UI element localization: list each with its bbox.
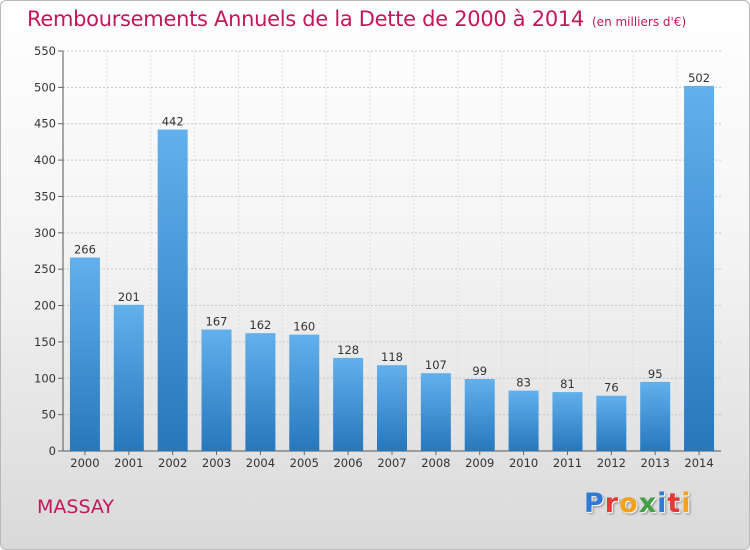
x-tick-label: 2006 (333, 456, 362, 470)
bar (377, 365, 407, 451)
bar (69, 257, 100, 451)
y-tick-label: 400 (34, 153, 56, 167)
y-tick-label: 250 (34, 262, 56, 276)
bar (684, 85, 715, 451)
logo-letter: P (584, 488, 605, 519)
bar (245, 333, 276, 451)
bar (508, 390, 539, 451)
bar (464, 379, 495, 451)
bar-value-label: 442 (162, 115, 184, 129)
logo-letter: i (681, 488, 692, 519)
bar-value-label: 167 (206, 315, 228, 329)
bar-value-label: 118 (381, 350, 403, 364)
y-tick-label: 500 (34, 80, 56, 94)
x-tick-label: 2013 (641, 456, 670, 470)
x-tick-label: 2007 (377, 456, 406, 470)
y-tick-labels: 0 50 100 150 200 250 300 350 400 450 500 550 (34, 44, 56, 458)
bar-value-label: 95 (648, 367, 663, 381)
bar-value-label: 81 (560, 377, 575, 391)
logo-letter: r (604, 488, 620, 519)
logo-letter: t (667, 488, 682, 519)
bar-value-label: 502 (688, 71, 710, 85)
x-tick-label: 2005 (290, 456, 319, 470)
x-tick-label: 2014 (684, 456, 713, 470)
bar (552, 392, 583, 451)
x-tick-labels: 2000 2001 2002 2003 2004 2005 2006 2007 2008 2009… (70, 451, 714, 470)
bars (69, 85, 715, 451)
x-tick-label: 2003 (202, 456, 231, 470)
bar-value-label: 128 (337, 343, 359, 357)
logo-letter: o (619, 488, 639, 519)
bar (420, 373, 451, 451)
title-unit: (en milliers d'€) (592, 15, 687, 29)
bar (333, 357, 364, 451)
x-tick-label: 2002 (158, 456, 187, 470)
bar (640, 381, 671, 451)
y-tick-label: 200 (34, 299, 56, 313)
bar (596, 395, 627, 451)
x-tick-label: 2012 (597, 456, 626, 470)
y-tick-label: 550 (34, 44, 56, 58)
y-tick-label: 100 (34, 371, 56, 385)
x-tick-label: 2008 (421, 456, 450, 470)
x-tick-label: 2001 (114, 456, 143, 470)
bar-value-label: 76 (604, 381, 619, 395)
y-tick-label: 350 (34, 189, 56, 203)
bar (157, 129, 188, 451)
x-tick-label: 2010 (509, 456, 538, 470)
logo-letter: x (638, 488, 658, 519)
bar-value-label: 162 (249, 318, 271, 332)
bar (289, 334, 320, 451)
title-text: Remboursements Annuels de la Dette de 20… (27, 7, 584, 31)
bar-value-label: 160 (293, 320, 315, 334)
x-tick-label: 2011 (553, 456, 582, 470)
bar-value-label: 201 (118, 290, 140, 304)
city-name: MASSAY (37, 496, 114, 518)
bar-value-label: 107 (425, 358, 447, 372)
bar-value-label: 266 (74, 243, 96, 257)
data-labels: 266 201 442 167 162 160 128 118 107 99 83 81 76 95 502 (74, 71, 710, 395)
logo-letter: i (657, 488, 668, 519)
bar (113, 304, 144, 451)
proxiti-logo: Proxiti (584, 488, 692, 519)
y-tick-label: 450 (34, 117, 56, 131)
x-tick-label: 2009 (465, 456, 494, 470)
bar-value-label: 99 (472, 364, 487, 378)
y-tick-label: 300 (34, 226, 56, 240)
chart-title: Remboursements Annuels de la Dette de 20… (27, 7, 686, 31)
y-tick-label: 0 (49, 444, 56, 458)
x-tick-label: 2000 (70, 456, 99, 470)
y-tick-label: 50 (41, 408, 56, 422)
x-tick-label: 2004 (246, 456, 275, 470)
bar (201, 329, 232, 451)
bar-value-label: 83 (516, 376, 531, 390)
y-tick-label: 150 (34, 335, 56, 349)
